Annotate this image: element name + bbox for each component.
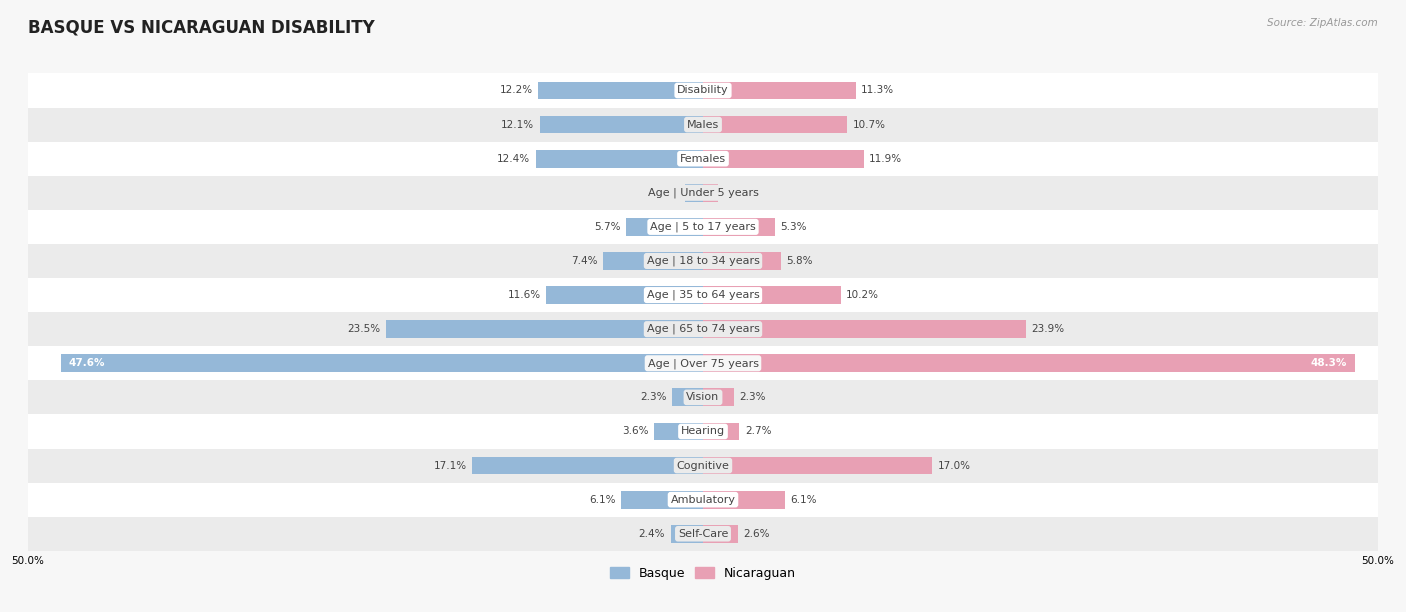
Text: Age | Under 5 years: Age | Under 5 years bbox=[648, 187, 758, 198]
Text: 12.2%: 12.2% bbox=[499, 86, 533, 95]
Bar bbox=[603, 252, 703, 270]
Bar bbox=[672, 389, 703, 406]
Bar bbox=[28, 380, 1378, 414]
Bar bbox=[28, 73, 1378, 108]
Bar bbox=[28, 176, 1378, 210]
Bar bbox=[626, 218, 703, 236]
Bar bbox=[28, 414, 1378, 449]
Text: 12.1%: 12.1% bbox=[501, 119, 534, 130]
Bar bbox=[28, 346, 1378, 380]
Text: 5.8%: 5.8% bbox=[787, 256, 813, 266]
Text: Age | Over 75 years: Age | Over 75 years bbox=[648, 358, 758, 368]
Text: Age | 5 to 17 years: Age | 5 to 17 years bbox=[650, 222, 756, 232]
Text: Females: Females bbox=[681, 154, 725, 163]
Text: Cognitive: Cognitive bbox=[676, 461, 730, 471]
Bar bbox=[28, 210, 1378, 244]
Bar bbox=[703, 150, 863, 168]
Text: Age | 18 to 34 years: Age | 18 to 34 years bbox=[647, 256, 759, 266]
Text: 1.1%: 1.1% bbox=[723, 188, 749, 198]
Text: 2.4%: 2.4% bbox=[638, 529, 665, 539]
Text: Self-Care: Self-Care bbox=[678, 529, 728, 539]
Text: Hearing: Hearing bbox=[681, 427, 725, 436]
Text: 5.7%: 5.7% bbox=[595, 222, 620, 232]
Bar bbox=[28, 483, 1378, 517]
Text: Age | 65 to 74 years: Age | 65 to 74 years bbox=[647, 324, 759, 334]
Bar bbox=[620, 491, 703, 509]
Text: 2.3%: 2.3% bbox=[740, 392, 766, 402]
Text: 1.3%: 1.3% bbox=[654, 188, 681, 198]
Bar bbox=[703, 389, 734, 406]
Text: 11.3%: 11.3% bbox=[860, 86, 894, 95]
Text: BASQUE VS NICARAGUAN DISABILITY: BASQUE VS NICARAGUAN DISABILITY bbox=[28, 18, 375, 36]
Bar bbox=[703, 184, 718, 201]
Bar bbox=[28, 278, 1378, 312]
Bar bbox=[686, 184, 703, 201]
Bar bbox=[28, 141, 1378, 176]
Text: 11.9%: 11.9% bbox=[869, 154, 903, 163]
Bar bbox=[703, 525, 738, 543]
Bar bbox=[547, 286, 703, 304]
Text: 11.6%: 11.6% bbox=[508, 290, 541, 300]
Bar bbox=[703, 354, 1355, 372]
Bar bbox=[536, 150, 703, 168]
Bar bbox=[472, 457, 703, 474]
Text: 23.9%: 23.9% bbox=[1031, 324, 1064, 334]
Text: 7.4%: 7.4% bbox=[571, 256, 598, 266]
Bar bbox=[654, 423, 703, 440]
Text: 23.5%: 23.5% bbox=[347, 324, 381, 334]
Text: 2.6%: 2.6% bbox=[744, 529, 770, 539]
Bar bbox=[703, 252, 782, 270]
Text: Source: ZipAtlas.com: Source: ZipAtlas.com bbox=[1267, 18, 1378, 28]
Text: 47.6%: 47.6% bbox=[69, 358, 105, 368]
Text: 3.6%: 3.6% bbox=[623, 427, 650, 436]
Bar bbox=[703, 491, 786, 509]
Text: Males: Males bbox=[688, 119, 718, 130]
Bar bbox=[385, 320, 703, 338]
Bar bbox=[540, 116, 703, 133]
Text: Age | 35 to 64 years: Age | 35 to 64 years bbox=[647, 290, 759, 300]
Text: 6.1%: 6.1% bbox=[589, 494, 616, 505]
Text: 10.2%: 10.2% bbox=[846, 290, 879, 300]
Bar bbox=[28, 517, 1378, 551]
Text: Vision: Vision bbox=[686, 392, 720, 402]
Bar bbox=[703, 218, 775, 236]
Text: 5.3%: 5.3% bbox=[780, 222, 807, 232]
Text: 12.4%: 12.4% bbox=[498, 154, 530, 163]
Text: 2.7%: 2.7% bbox=[745, 427, 772, 436]
Bar bbox=[671, 525, 703, 543]
Bar bbox=[28, 244, 1378, 278]
Bar bbox=[28, 312, 1378, 346]
Text: Disability: Disability bbox=[678, 86, 728, 95]
Bar bbox=[538, 81, 703, 99]
Text: Ambulatory: Ambulatory bbox=[671, 494, 735, 505]
Text: 10.7%: 10.7% bbox=[853, 119, 886, 130]
Bar bbox=[703, 457, 932, 474]
Text: 17.0%: 17.0% bbox=[938, 461, 972, 471]
Bar bbox=[28, 108, 1378, 141]
Text: 17.1%: 17.1% bbox=[433, 461, 467, 471]
Text: 6.1%: 6.1% bbox=[790, 494, 817, 505]
Bar bbox=[703, 81, 855, 99]
Bar bbox=[703, 320, 1025, 338]
Text: 2.3%: 2.3% bbox=[640, 392, 666, 402]
Bar bbox=[703, 116, 848, 133]
Bar bbox=[28, 449, 1378, 483]
Bar bbox=[703, 423, 740, 440]
Text: 48.3%: 48.3% bbox=[1310, 358, 1347, 368]
Legend: Basque, Nicaraguan: Basque, Nicaraguan bbox=[605, 562, 801, 585]
Bar bbox=[703, 286, 841, 304]
Bar bbox=[60, 354, 703, 372]
